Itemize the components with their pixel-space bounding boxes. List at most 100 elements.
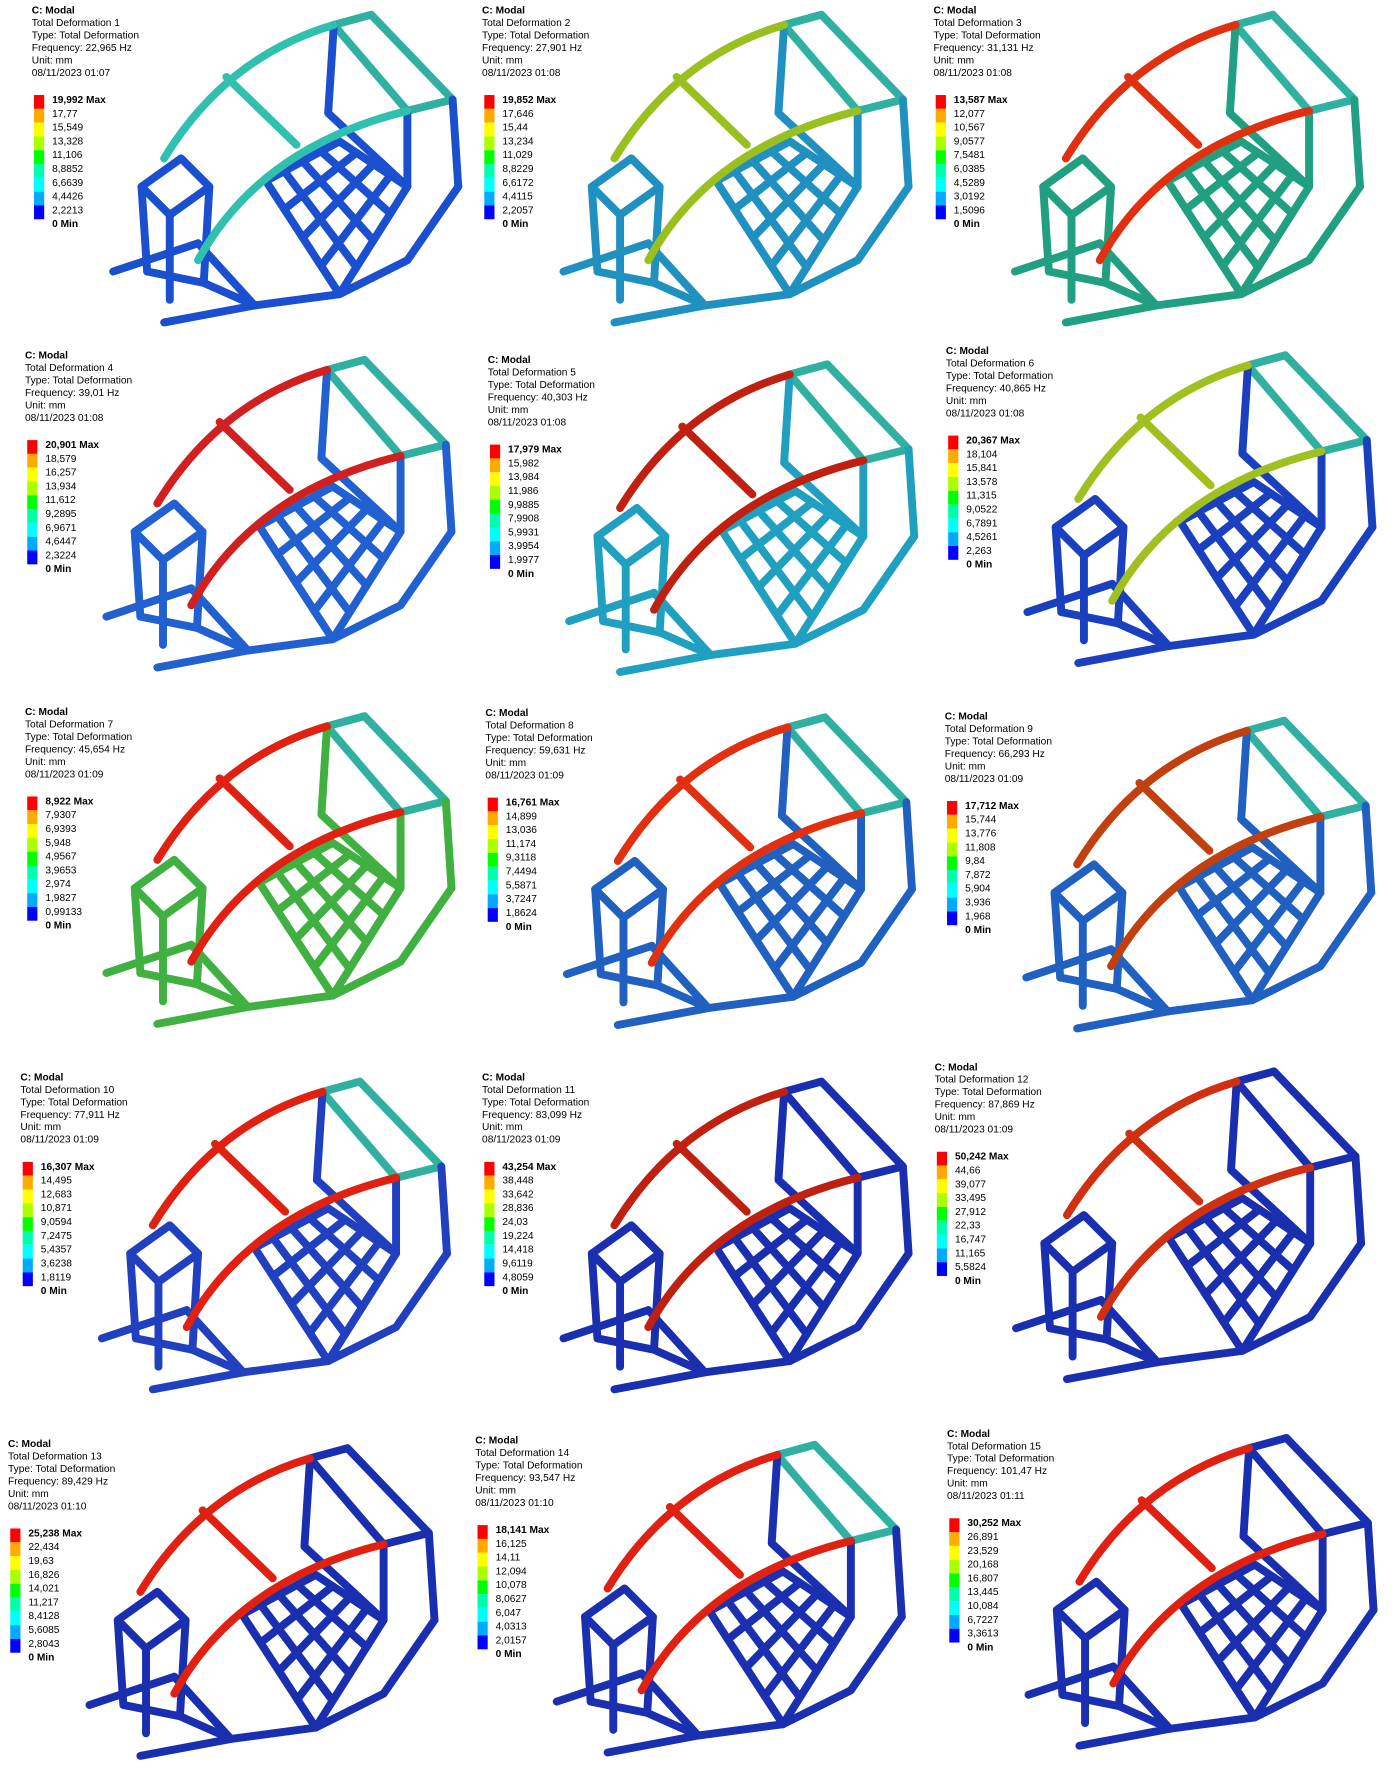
legend-band xyxy=(949,1587,959,1601)
legend-label: 27,912 xyxy=(955,1207,986,1218)
frame-member xyxy=(89,1677,174,1705)
frame-member xyxy=(1128,77,1198,145)
legend-band xyxy=(949,1560,959,1574)
frame-member xyxy=(1028,1667,1113,1695)
frame xyxy=(106,716,451,1024)
legend-label: 19,852 Max xyxy=(502,95,556,106)
info-line: Total Deformation 4 xyxy=(25,363,114,374)
legend-band xyxy=(936,178,946,192)
legend-label: 4,5289 xyxy=(954,178,985,189)
legend-band xyxy=(949,1601,959,1615)
legend-label: 33,495 xyxy=(955,1193,986,1204)
legend-label: 16,761 Max xyxy=(506,798,560,809)
legend-band xyxy=(484,164,494,178)
frame-member xyxy=(1139,783,1209,851)
legend-label: 9,2895 xyxy=(45,509,76,520)
frame-member xyxy=(784,1082,903,1178)
legend-label: 0 Min xyxy=(502,1286,528,1297)
legend-band xyxy=(484,1259,494,1273)
info-line: Type: Total Deformation xyxy=(25,376,132,387)
legend-label: 9,6119 xyxy=(502,1258,533,1269)
info-line: Unit: mm xyxy=(482,1122,523,1133)
legend-band xyxy=(484,178,494,192)
info-line: Total Deformation 1 xyxy=(32,18,121,29)
info-line: Frequency: 39,01 Hz xyxy=(25,388,119,399)
legend-band xyxy=(937,1166,947,1180)
legend-label: 14,495 xyxy=(41,1176,72,1187)
legend-label: 38,448 xyxy=(502,1176,533,1187)
legend-label: 0 Min xyxy=(502,219,528,230)
frame-member xyxy=(1249,1438,1368,1534)
legend-band xyxy=(947,884,957,898)
legend-band xyxy=(490,500,500,514)
legend-band xyxy=(10,1611,20,1625)
frame xyxy=(569,364,914,672)
legend-band xyxy=(34,123,44,137)
frame-member xyxy=(592,158,660,215)
legend-band xyxy=(484,109,494,123)
legend-label: 15,841 xyxy=(966,463,997,474)
legend-label: 11,217 xyxy=(28,1597,59,1608)
legend-band xyxy=(484,192,494,206)
legend-label: 0 Min xyxy=(508,569,534,580)
info-line: C: Modal xyxy=(946,346,989,357)
legend-label: 23,529 xyxy=(967,1546,998,1557)
frame-member xyxy=(135,503,203,560)
info-line: Total Deformation 11 xyxy=(482,1085,575,1096)
frame-member xyxy=(141,158,209,215)
legend-label: 3,6238 xyxy=(41,1258,72,1269)
legend-band xyxy=(27,824,37,838)
info-line: Frequency: 31,131 Hz xyxy=(933,43,1033,54)
legend-band xyxy=(948,532,958,546)
frame-member xyxy=(563,1310,648,1338)
legend-label: 10,084 xyxy=(967,1601,998,1612)
info-line: 08/11/2023 01:07 xyxy=(32,68,111,79)
panel: C: ModalTotal Deformation 8Type: Total D… xyxy=(485,708,912,1025)
legend-label: 39,077 xyxy=(955,1179,986,1190)
legend-band xyxy=(27,440,37,454)
legend-label: 0 Min xyxy=(967,1642,993,1653)
frame-member xyxy=(102,1310,187,1338)
frame-member xyxy=(153,1092,323,1226)
legend-band xyxy=(490,472,500,486)
info-line: Total Deformation 5 xyxy=(488,368,577,379)
frame-member xyxy=(323,1082,442,1178)
legend-band xyxy=(947,829,957,843)
legend-label: 0 Min xyxy=(506,922,532,933)
legend-label: 5,5824 xyxy=(955,1262,986,1273)
legend-band xyxy=(23,1203,33,1217)
legend-label: 1,968 xyxy=(965,911,991,922)
legend-label: 4,8059 xyxy=(502,1272,533,1283)
info-line: Type: Total Deformation xyxy=(25,732,132,743)
info-line: Unit: mm xyxy=(32,55,73,66)
legend-label: 14,899 xyxy=(506,811,537,822)
legend-label: 15,549 xyxy=(52,123,83,134)
legend-band xyxy=(10,1570,20,1584)
legend-band xyxy=(937,1179,947,1193)
legend-label: 11,808 xyxy=(965,842,996,853)
info-line: 08/11/2023 01:09 xyxy=(945,774,1024,785)
info-line: Frequency: 101,47 Hz xyxy=(947,1466,1047,1477)
legend-band xyxy=(937,1193,947,1207)
legend-band xyxy=(478,1525,488,1539)
legend-band xyxy=(478,1636,488,1650)
legend-label: 0 Min xyxy=(52,219,78,230)
legend-label: 10,871 xyxy=(41,1203,72,1214)
legend-label: 17,712 Max xyxy=(965,801,1019,812)
legend-label: 16,307 Max xyxy=(41,1162,95,1173)
panel: C: ModalTotal Deformation 3Type: Total D… xyxy=(933,6,1360,323)
info-line: Unit: mm xyxy=(488,405,529,416)
legend-band xyxy=(23,1176,33,1190)
legend-label: 9,0522 xyxy=(966,505,997,516)
frame xyxy=(89,1448,434,1756)
legend-label: 24,03 xyxy=(502,1217,528,1228)
legend-label: 13,578 xyxy=(966,477,997,488)
legend-label: 5,948 xyxy=(45,838,71,849)
legend-label: 8,922 Max xyxy=(45,796,93,807)
legend-band xyxy=(10,1542,20,1556)
frame-member xyxy=(106,588,191,616)
